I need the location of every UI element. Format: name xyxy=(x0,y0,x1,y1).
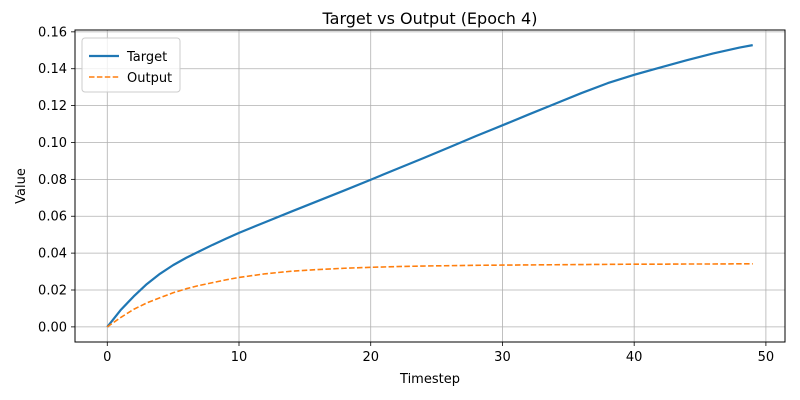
y-tick-label: 0.04 xyxy=(38,247,67,262)
y-tick-label: 0.06 xyxy=(38,210,67,225)
y-tick-label: 0.14 xyxy=(38,62,67,77)
x-tick-label: 30 xyxy=(494,350,511,365)
y-tick-label: 0.08 xyxy=(38,173,67,188)
y-tick-label: 0.12 xyxy=(38,99,67,114)
y-tick-label: 0.00 xyxy=(38,320,67,335)
chart-title: Target vs Output (Epoch 4) xyxy=(322,9,538,28)
x-tick-label: 20 xyxy=(362,350,379,365)
x-tick-label: 40 xyxy=(626,350,643,365)
x-tick-label: 10 xyxy=(231,350,248,365)
y-tick-label: 0.02 xyxy=(38,284,67,299)
legend: Target Output xyxy=(82,38,180,92)
y-tick-label: 0.10 xyxy=(38,136,67,151)
x-axis-label: Timestep xyxy=(399,372,460,387)
y-tick-label: 0.16 xyxy=(38,25,67,40)
legend-label-target: Target xyxy=(126,50,167,65)
x-tick-label: 50 xyxy=(758,350,775,365)
legend-label-output: Output xyxy=(127,71,172,86)
x-tick-label: 0 xyxy=(103,350,111,365)
y-axis-label: Value xyxy=(14,168,29,204)
